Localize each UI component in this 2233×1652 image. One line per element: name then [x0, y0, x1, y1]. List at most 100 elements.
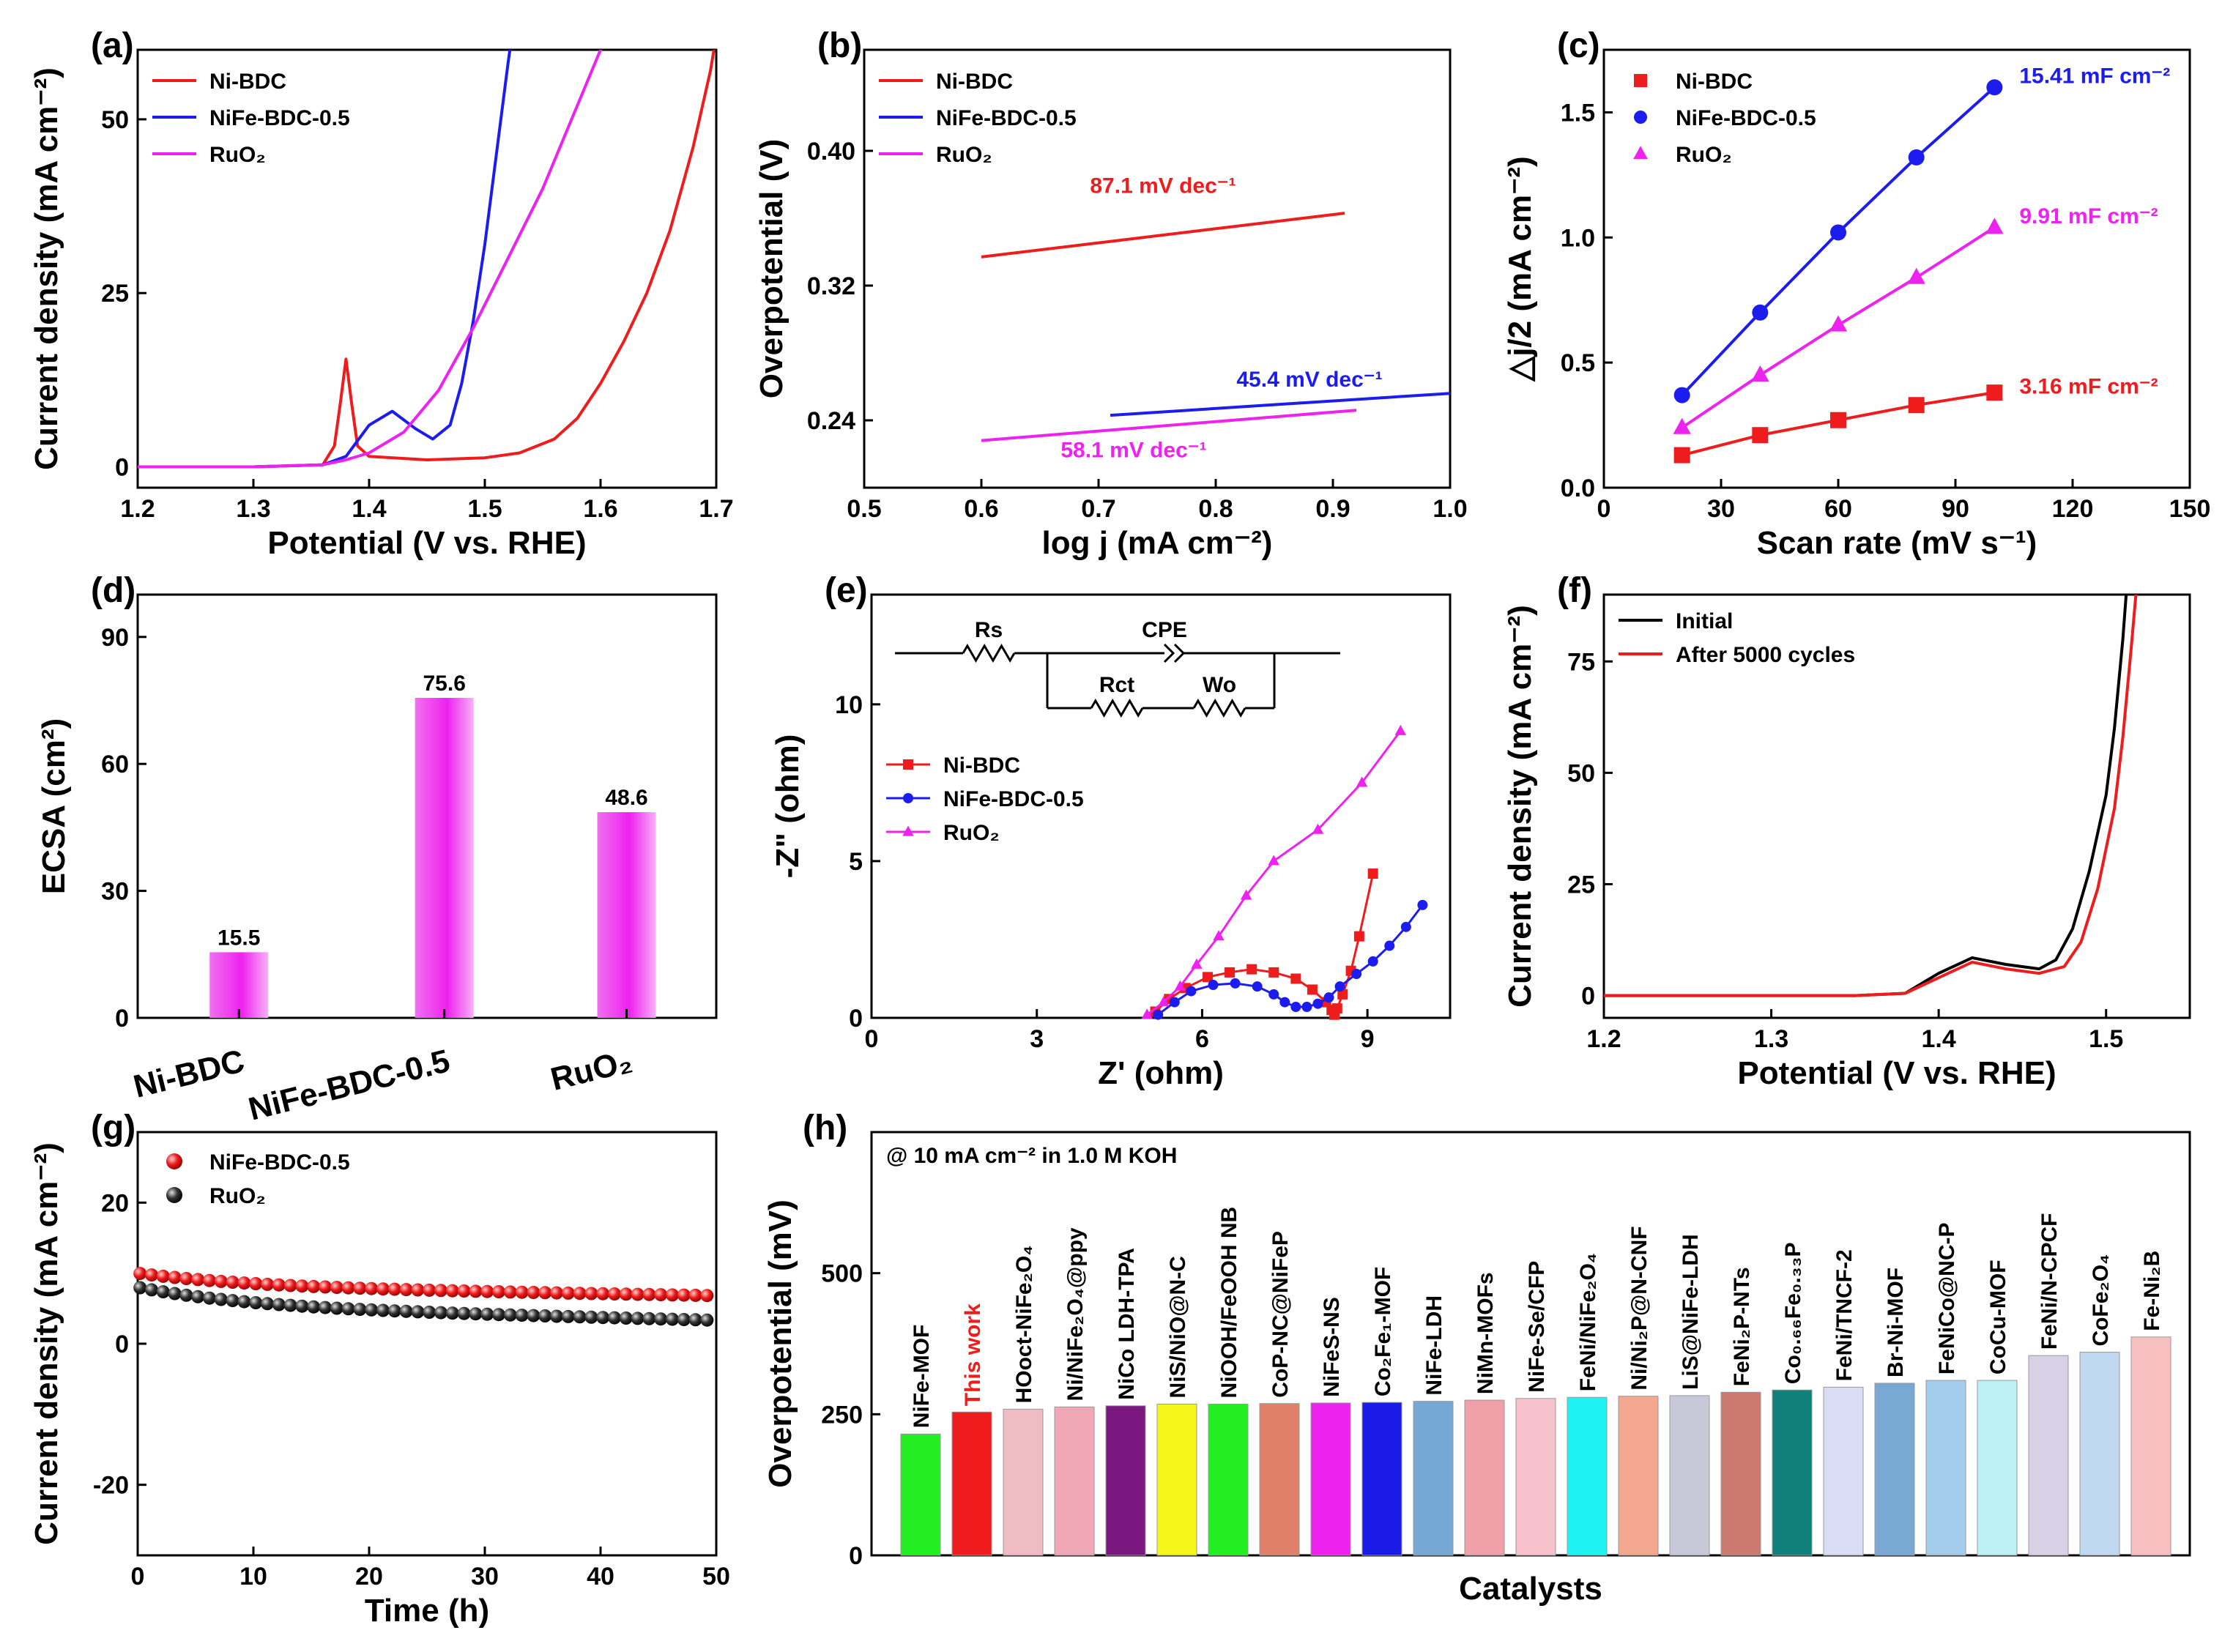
category-label: RuO₂ — [547, 1043, 636, 1098]
resistor-rs — [962, 644, 1016, 663]
category-label: NiFe-BDC-0.5 — [245, 1043, 453, 1128]
panel-3: (d) 0 30 60 90 ECSA (cm²) 15.5 Ni-BDC 75.6 NiFe-B… — [36, 571, 718, 1128]
y-axis-title: Overpotential (mV) — [762, 1199, 798, 1488]
data-point — [1351, 969, 1362, 980]
legend-label: Ni-BDC — [943, 754, 1020, 778]
x-tick-label: 1.6 — [583, 495, 617, 523]
bar-label: FeNi₂P-NTs — [1730, 1267, 1754, 1386]
bar-value-label: 48.6 — [605, 786, 647, 810]
data-point — [1230, 978, 1241, 989]
data-point — [515, 1285, 529, 1299]
legend-label: RuO₂ — [209, 1184, 266, 1208]
legend-label: NiFe-BDC-0.5 — [209, 106, 350, 130]
panel-label: (h) — [803, 1109, 847, 1147]
y-tick-label: 0 — [115, 454, 129, 482]
y-tick-label: 1.0 — [1561, 224, 1595, 252]
y-axis-title: △j/2 (mA cm⁻²) — [1502, 156, 1538, 382]
bar — [415, 698, 474, 1018]
legend-label: RuO₂ — [209, 143, 266, 167]
plot-frame — [1602, 48, 2191, 489]
data-point — [226, 1276, 239, 1289]
data-point — [573, 1310, 587, 1324]
y-tick-label: 0.5 — [1561, 349, 1595, 377]
legend-label: Ni-BDC — [936, 70, 1013, 94]
data-point — [1400, 921, 1411, 932]
data-point — [214, 1292, 228, 1306]
data-point — [1290, 1002, 1301, 1013]
y-tick-label: 0.0 — [1561, 475, 1595, 502]
data-point — [1153, 1009, 1164, 1020]
legend-label: NiFe-BDC-0.5 — [936, 106, 1077, 130]
data-point — [319, 1301, 332, 1314]
x-tick-label: 0.9 — [1315, 495, 1350, 523]
data-point — [631, 1287, 644, 1301]
bar — [2028, 1355, 2069, 1556]
bar-label: Fe-Ni₂B — [2140, 1251, 2164, 1331]
y-tick-label: 250 — [821, 1401, 863, 1429]
plot-frame — [863, 48, 1452, 489]
data-point — [376, 1282, 390, 1296]
data-point — [550, 1286, 563, 1300]
y-tick-label: 25 — [101, 280, 129, 308]
data-point — [573, 1287, 587, 1301]
data-point — [1240, 889, 1252, 900]
bar — [2079, 1352, 2120, 1556]
bar-label: NiMn-MOFs — [1474, 1272, 1498, 1394]
legend-marker — [1634, 111, 1647, 124]
data-point — [596, 1311, 610, 1325]
data-point — [1986, 79, 2003, 96]
x-tick-label: 40 — [587, 1563, 614, 1590]
capacitance-label: 9.91 mF cm⁻² — [2019, 204, 2158, 228]
data-point — [1213, 930, 1225, 941]
data-point — [1353, 931, 1364, 942]
x-axis-title: Z' (ohm) — [1098, 1055, 1224, 1091]
bar — [1310, 1402, 1351, 1556]
bar-label: NiFeS-NS — [1320, 1297, 1344, 1397]
bar — [1669, 1395, 1710, 1556]
y-tick-label: -20 — [93, 1472, 129, 1500]
y-tick-label: 50 — [101, 106, 129, 134]
bar-label: HOoct-NiFe₂O₄ — [1012, 1245, 1036, 1403]
resistor-rct — [1090, 699, 1144, 718]
panel-4: (e) 0 3 6 9 0 5 10 Z' (ohm) -Z" (ohm) Ni-BDC NiFe-B… — [770, 571, 1452, 1091]
y-axis-title: Current density (mA cm⁻²) — [29, 67, 64, 470]
cpe-element — [1163, 643, 1186, 663]
data-point — [596, 1287, 610, 1301]
y-tick-label: 0 — [115, 1331, 129, 1358]
series-line — [138, 50, 512, 469]
series-line — [1604, 595, 2138, 997]
x-tick-label: 1.2 — [120, 495, 155, 523]
y-tick-label: 0.32 — [807, 272, 855, 300]
data-point — [527, 1286, 540, 1299]
panel-label: (c) — [1557, 26, 1600, 65]
data-point — [319, 1280, 332, 1294]
data-point — [538, 1309, 552, 1322]
rs-label: Rs — [975, 618, 1003, 642]
fit-line — [1110, 392, 1451, 417]
x-tick-label: 30 — [471, 1563, 499, 1590]
bar-label: Br-Ni-MOF — [1884, 1268, 1908, 1377]
bar — [1105, 1405, 1146, 1556]
series-line — [1604, 595, 2128, 997]
data-point — [654, 1312, 668, 1326]
panel-label: (e) — [825, 571, 868, 610]
data-point — [353, 1303, 367, 1317]
bar — [1720, 1391, 1761, 1556]
bar-label: NiFe-LDH — [1422, 1295, 1446, 1396]
x-tick-label: 90 — [1942, 495, 1969, 523]
data-point — [353, 1281, 367, 1295]
data-point — [1301, 1002, 1312, 1013]
bar — [1874, 1383, 1915, 1556]
data-point — [214, 1274, 228, 1288]
panel-label: (f) — [1557, 571, 1592, 610]
bar — [1823, 1386, 1864, 1556]
bar-label: Co₂Fe₁-MOF — [1371, 1267, 1395, 1396]
data-point — [283, 1279, 297, 1292]
condition-annotation: @ 10 mA cm⁻² in 1.0 M KOH — [886, 1144, 1177, 1168]
bar — [1772, 1389, 1813, 1556]
legend-label: NiFe-BDC-0.5 — [943, 787, 1084, 811]
y-tick-label: 1.5 — [1561, 99, 1595, 127]
y-tick-label: 0.40 — [807, 138, 855, 165]
bar-label: FeNi/NiFe₂O₄ — [1576, 1253, 1600, 1391]
